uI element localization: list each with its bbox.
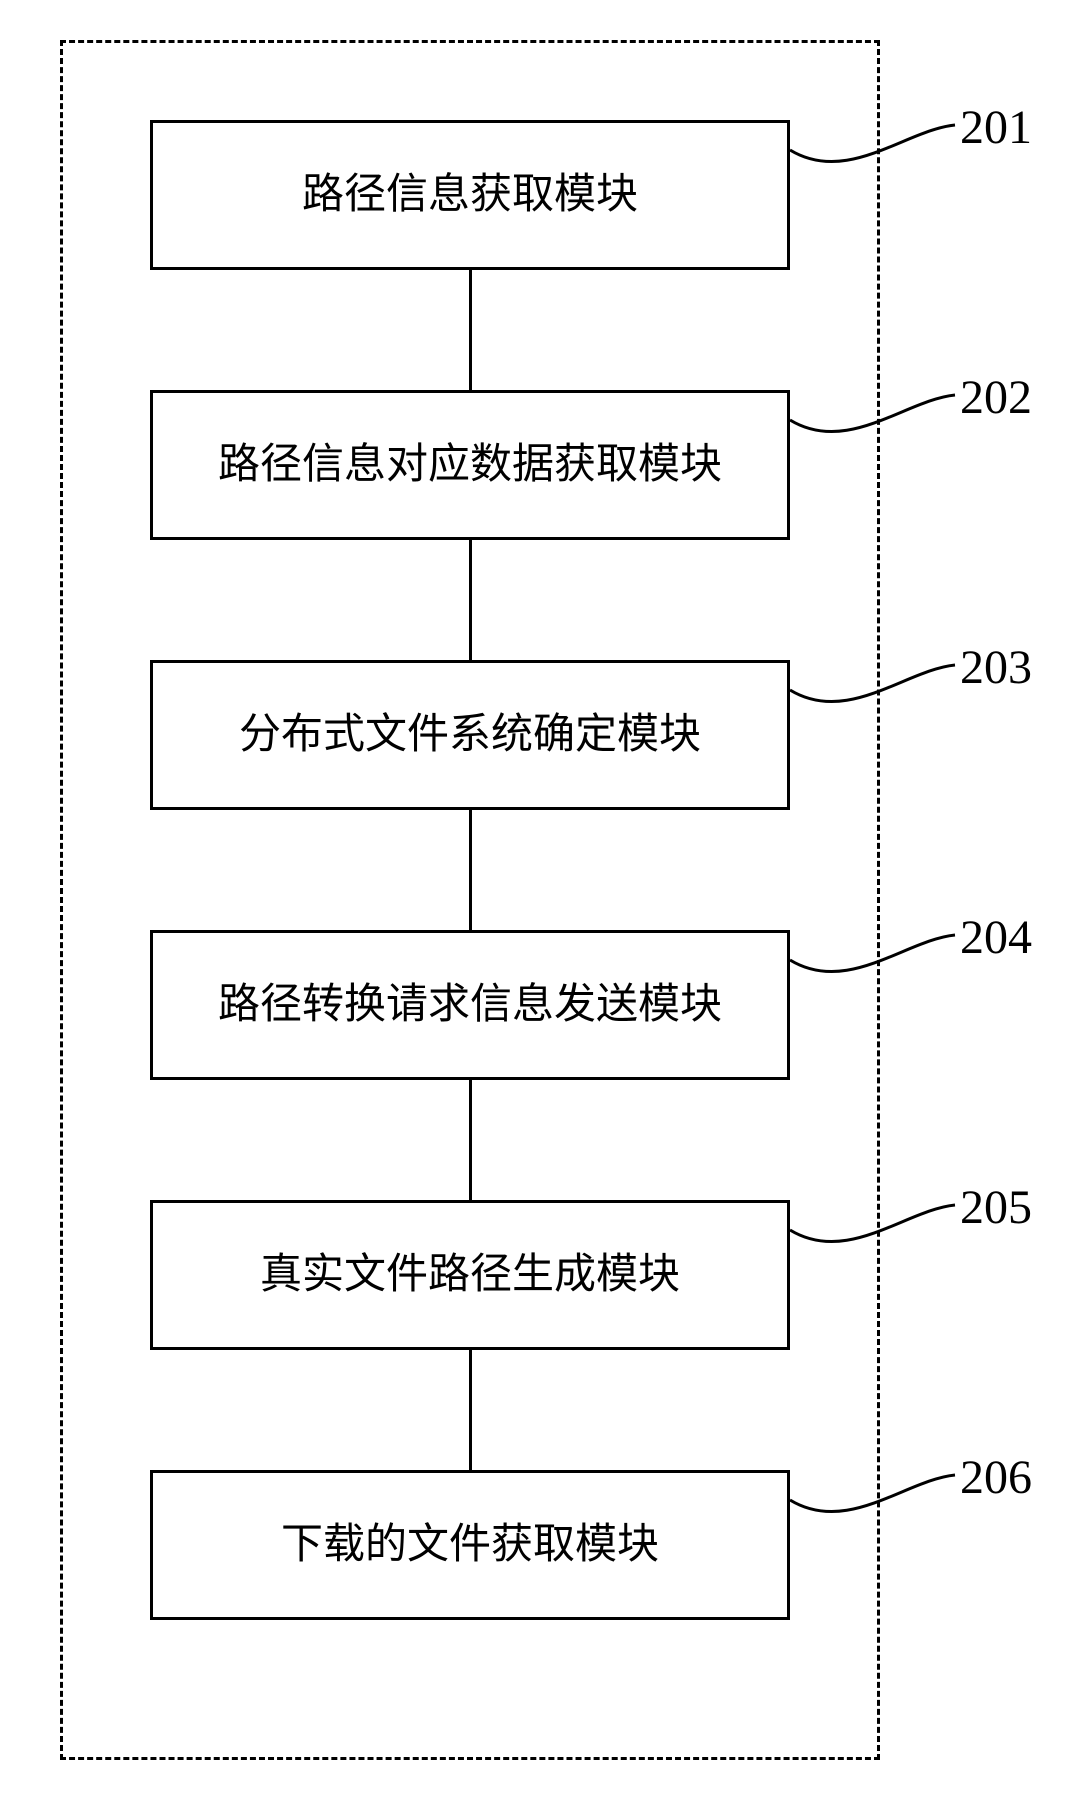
node-path-convert-request-send: 路径转换请求信息发送模块 (150, 930, 790, 1080)
node-label: 分布式文件系统确定模块 (239, 710, 701, 760)
node-label: 下载的文件获取模块 (281, 1520, 659, 1570)
node-label: 真实文件路径生成模块 (260, 1250, 680, 1300)
node-label: 路径转换请求信息发送模块 (218, 980, 722, 1030)
ref-label-205: 205 (960, 1180, 1032, 1235)
ref-label-202: 202 (960, 370, 1032, 425)
ref-label-201: 201 (960, 100, 1032, 155)
node-path-info-data-acquire: 路径信息对应数据获取模块 (150, 390, 790, 540)
connector-line (469, 270, 472, 390)
node-label: 路径信息对应数据获取模块 (218, 440, 722, 490)
ref-label-203: 203 (960, 640, 1032, 695)
ref-label-204: 204 (960, 910, 1032, 965)
node-distributed-fs-determine: 分布式文件系统确定模块 (150, 660, 790, 810)
node-download-file-acquire: 下载的文件获取模块 (150, 1470, 790, 1620)
node-label: 路径信息获取模块 (302, 170, 638, 220)
connector-line (469, 540, 472, 660)
node-real-file-path-generate: 真实文件路径生成模块 (150, 1200, 790, 1350)
connector-line (469, 1080, 472, 1200)
connector-line (469, 810, 472, 930)
ref-label-206: 206 (960, 1450, 1032, 1505)
node-path-info-acquire: 路径信息获取模块 (150, 120, 790, 270)
connector-line (469, 1350, 472, 1470)
